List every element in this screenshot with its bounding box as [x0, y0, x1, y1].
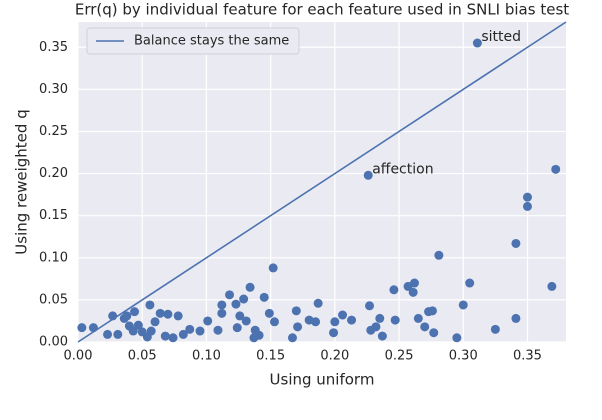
y-tick-label: 0.00	[39, 335, 68, 350]
scatter-point	[103, 329, 113, 339]
scatter-point	[338, 310, 348, 320]
x-tick-label: 0.30	[449, 349, 478, 364]
scatter-point	[291, 306, 301, 316]
scatter-point	[88, 323, 98, 333]
scatter-point	[217, 308, 227, 318]
scatter-point	[217, 300, 227, 310]
scatter-point	[366, 325, 376, 335]
scatter-point	[249, 333, 259, 343]
scatter-point	[287, 333, 297, 343]
y-tick-label: 0.30	[39, 82, 68, 97]
y-tick-label: 0.10	[39, 250, 68, 265]
annotation: sitted	[481, 29, 521, 45]
scatter-point	[389, 285, 399, 295]
x-tick-label: 0.25	[385, 349, 414, 364]
scatter-point	[522, 192, 532, 202]
annotation: affection	[372, 161, 433, 177]
x-tick-label: 0.35	[513, 349, 542, 364]
scatter-point	[329, 328, 339, 338]
y-axis-label: Using reweighted q	[13, 109, 31, 254]
y-tick-label: 0.25	[39, 124, 68, 139]
chart-title: Err(q) by individual feature for each fe…	[75, 1, 569, 19]
scatter-point	[145, 300, 155, 310]
scatter-point	[155, 308, 165, 318]
scatter-point	[347, 315, 357, 325]
scatter-point	[420, 322, 430, 332]
scatter-point	[239, 294, 249, 304]
scatter-point	[173, 311, 183, 321]
x-tick-label: 0.20	[320, 349, 349, 364]
scatter-point	[235, 311, 245, 321]
scatter-point	[268, 263, 278, 273]
scatter-point	[163, 309, 173, 319]
scatter-point	[452, 333, 462, 343]
legend-label: Balance stays the same	[134, 34, 289, 49]
scatter-point	[241, 316, 251, 326]
x-tick-label: 0.15	[256, 349, 285, 364]
scatter-point	[472, 38, 482, 48]
scatter-point	[130, 307, 140, 317]
scatter-point	[245, 282, 255, 292]
scatter-point	[511, 313, 521, 323]
x-tick-label: 0.00	[64, 349, 93, 364]
scatter-point	[213, 325, 223, 335]
scatter-point	[128, 326, 138, 336]
scatter-point	[225, 290, 235, 300]
scatter-point	[160, 331, 170, 341]
scatter-point	[113, 329, 123, 339]
legend: Balance stays the same	[86, 27, 300, 55]
scatter-point	[77, 323, 87, 333]
line-series	[77, 21, 567, 343]
scatter-point	[178, 329, 188, 339]
scatter-point	[434, 250, 444, 260]
scatter-point	[304, 315, 314, 325]
scatter-point	[465, 278, 475, 288]
scatter-point	[232, 323, 242, 333]
scatter-point	[413, 313, 423, 323]
y-tick-label: 0.15	[39, 208, 68, 223]
scatter-point	[203, 316, 213, 326]
scatter-point	[429, 328, 439, 338]
scatter-point	[168, 333, 178, 343]
scatter-point	[365, 301, 375, 311]
scatter-point	[490, 324, 500, 334]
scatter-point	[547, 281, 557, 291]
scatter-point	[551, 164, 561, 174]
scatter-point	[522, 201, 532, 211]
x-tick-label: 0.10	[192, 349, 221, 364]
scatter-point	[150, 317, 160, 327]
scatter-point	[142, 332, 152, 342]
scatter-point	[511, 238, 521, 248]
scatter-point	[313, 298, 323, 308]
scatter-point	[231, 299, 241, 309]
scatter-point	[377, 331, 387, 341]
scatter-point	[133, 320, 143, 330]
x-tick-label: 0.05	[128, 349, 157, 364]
scatter-point	[259, 292, 269, 302]
scatter-point	[375, 313, 385, 323]
scatter-point	[403, 281, 413, 291]
scatter-point	[269, 317, 279, 327]
scatter-point	[330, 317, 340, 327]
y-tick-label: 0.20	[39, 166, 68, 181]
scatter-point	[293, 322, 303, 332]
y-tick-label: 0.35	[39, 40, 68, 55]
scatter-point	[408, 287, 418, 297]
scatter-point	[458, 300, 468, 310]
scatter-point	[185, 324, 195, 334]
scatter-point	[195, 326, 205, 336]
scatter-point	[390, 315, 400, 325]
scatter-point	[264, 308, 274, 318]
x-axis-label: Using uniform	[270, 371, 375, 389]
scatter-point	[122, 311, 132, 321]
legend-box	[86, 27, 300, 55]
scatter-point	[427, 306, 437, 316]
scatter-point	[363, 170, 373, 180]
y-tick-label: 0.05	[39, 292, 68, 307]
